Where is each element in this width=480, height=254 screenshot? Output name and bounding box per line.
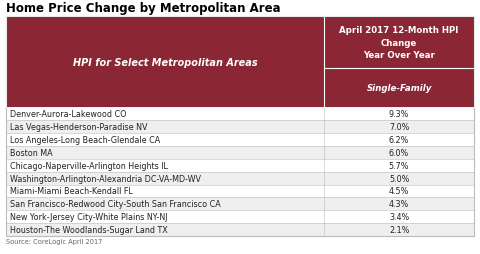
- Text: Chicago-Naperville-Arlington Heights IL: Chicago-Naperville-Arlington Heights IL: [10, 161, 168, 170]
- Text: Washington-Arlington-Alexandria DC-VA-MD-WV: Washington-Arlington-Alexandria DC-VA-MD…: [10, 174, 201, 183]
- Text: Boston MA: Boston MA: [10, 148, 53, 157]
- Text: Source: CoreLogic April 2017: Source: CoreLogic April 2017: [6, 238, 102, 244]
- Text: 6.2%: 6.2%: [389, 135, 409, 145]
- Text: Las Vegas-Henderson-Paradise NV: Las Vegas-Henderson-Paradise NV: [10, 123, 147, 132]
- Text: April 2017 12-Month HPI
Change
Year Over Year: April 2017 12-Month HPI Change Year Over…: [339, 26, 459, 60]
- Text: 4.3%: 4.3%: [389, 200, 409, 209]
- Bar: [6, 223, 474, 236]
- Bar: [6, 134, 474, 146]
- Bar: [6, 121, 474, 134]
- Text: Los Angeles-Long Beach-Glendale CA: Los Angeles-Long Beach-Glendale CA: [10, 135, 160, 145]
- Text: 4.5%: 4.5%: [389, 187, 409, 196]
- Bar: [6, 17, 474, 108]
- Text: San Francisco-Redwood City-South San Francisco CA: San Francisco-Redwood City-South San Fra…: [10, 200, 221, 209]
- Text: HPI for Select Metropolitan Areas: HPI for Select Metropolitan Areas: [73, 57, 257, 67]
- Bar: [6, 146, 474, 159]
- Bar: [6, 210, 474, 223]
- Text: Miami-Miami Beach-Kendall FL: Miami-Miami Beach-Kendall FL: [10, 187, 133, 196]
- Text: Home Price Change by Metropolitan Area: Home Price Change by Metropolitan Area: [6, 2, 281, 15]
- Text: Houston-The Woodlands-Sugar Land TX: Houston-The Woodlands-Sugar Land TX: [10, 225, 168, 234]
- Text: 6.0%: 6.0%: [389, 148, 409, 157]
- Text: 5.7%: 5.7%: [389, 161, 409, 170]
- Bar: [6, 17, 324, 108]
- Text: Denver-Aurora-Lakewood CO: Denver-Aurora-Lakewood CO: [10, 110, 127, 119]
- Bar: [6, 108, 474, 121]
- Text: 3.4%: 3.4%: [389, 212, 409, 221]
- Text: 5.0%: 5.0%: [389, 174, 409, 183]
- Bar: [6, 159, 474, 172]
- Bar: [324, 17, 474, 108]
- Bar: [6, 172, 474, 185]
- Text: 2.1%: 2.1%: [389, 225, 409, 234]
- Text: New York-Jersey City-White Plains NY-NJ: New York-Jersey City-White Plains NY-NJ: [10, 212, 168, 221]
- Text: Single-Family: Single-Family: [366, 84, 432, 93]
- Text: 9.3%: 9.3%: [389, 110, 409, 119]
- Bar: [6, 198, 474, 210]
- Bar: [6, 185, 474, 198]
- Bar: [6, 17, 474, 236]
- Text: 7.0%: 7.0%: [389, 123, 409, 132]
